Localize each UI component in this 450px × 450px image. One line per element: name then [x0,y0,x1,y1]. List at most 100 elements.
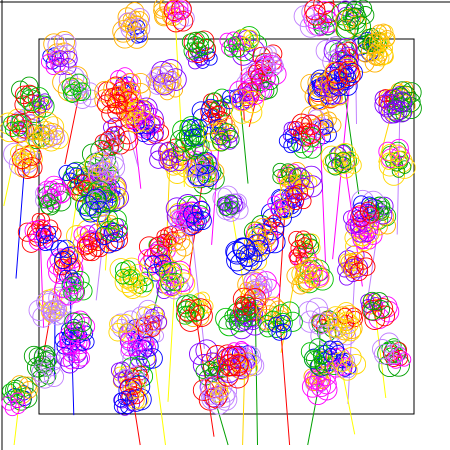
petal-circle [163,225,178,241]
flower-cluster [149,138,197,184]
petal-circle [392,346,407,362]
petal-circle [109,314,128,334]
petal-circle [46,43,69,65]
petal-circle [225,316,239,330]
petal-circle [291,113,313,135]
petal-circle [46,305,62,321]
petal-circle [299,15,322,38]
petal-circle [256,81,275,100]
petal-circle [359,204,376,221]
petal-circle [40,122,64,146]
flower-cluster [131,299,168,344]
petal-circle [226,354,249,377]
petal-circle [391,91,413,113]
petal-circle [62,352,80,370]
petal-circle [31,94,45,108]
petal-circle [58,326,79,347]
petal-circle [254,278,270,295]
petal-circle [13,113,32,133]
petal-circle [335,67,357,88]
petal-circle [65,323,86,344]
petal-circle [119,266,142,289]
petal-circle [168,263,191,286]
petal-circle [35,111,59,135]
petal-circle [356,204,377,225]
petal-circle [169,219,188,239]
petal-circle [54,251,73,270]
petal-circle [125,112,147,134]
stem-line [319,129,326,263]
petal-circle [11,148,33,169]
flower-cluster [343,189,385,235]
petal-circle [246,234,269,257]
petal-circle [40,201,54,215]
petal-circle [165,1,181,16]
petal-circle [222,89,236,104]
flower-cluster [35,175,72,216]
petal-circle [94,226,114,245]
petal-circle [223,128,239,143]
petal-circle [133,110,156,132]
petal-circle [131,339,153,360]
flower-cluster [94,76,139,124]
petal-circle [395,105,412,122]
petal-circle [66,276,82,292]
flower-cluster [28,286,73,328]
petal-circle [21,153,38,170]
petal-circle [218,201,233,217]
stem-line [279,319,291,446]
petal-circle [42,288,63,309]
petal-circle [262,58,276,73]
petal-circle [10,113,31,135]
petal-circle [272,162,288,178]
petal-circle [376,200,391,215]
petal-circle [294,126,316,147]
petal-circle [334,151,352,168]
petal-circle [303,349,323,369]
petal-circle [227,36,242,50]
petal-circle [224,194,239,209]
petal-circle [36,212,50,227]
petal-circle [329,340,344,356]
flower-cluster [331,0,375,41]
flower-cluster [374,81,422,124]
petal-circle [193,30,215,51]
flower-cluster [175,291,214,332]
petal-circle [24,221,44,241]
petal-circle [111,81,133,103]
petal-circle [127,387,145,405]
flower-cluster [324,54,363,97]
flower-cluster [247,44,287,89]
petal-circle [384,343,405,364]
flower-cluster [169,116,210,161]
petal-circle [212,187,234,209]
petal-circle [239,86,254,102]
petal-circle [58,286,78,306]
petal-circle [50,294,73,317]
flower-cluster [148,224,194,262]
petal-circle [335,156,352,173]
petal-circle [73,226,90,243]
petal-circle [104,222,124,242]
petal-circle [155,8,172,25]
petal-circle [183,204,202,224]
petal-circle [370,292,389,311]
petal-circle [183,42,201,60]
petal-circle [363,302,382,321]
petal-circle [247,228,267,248]
petal-circle [107,117,122,132]
petal-circle [271,324,288,341]
petal-circle [156,65,177,86]
petal-circle [372,298,394,319]
flower-cluster [120,332,163,371]
flower-cluster [232,287,267,328]
petal-circle [76,238,94,256]
petal-circle [389,138,409,159]
petal-circle [191,200,211,220]
flower-cluster [3,139,43,179]
petal-circle [323,340,338,356]
petal-circle [172,138,196,161]
flower-cluster [53,269,93,306]
petal-circle [201,98,221,118]
petal-circle [79,235,98,255]
